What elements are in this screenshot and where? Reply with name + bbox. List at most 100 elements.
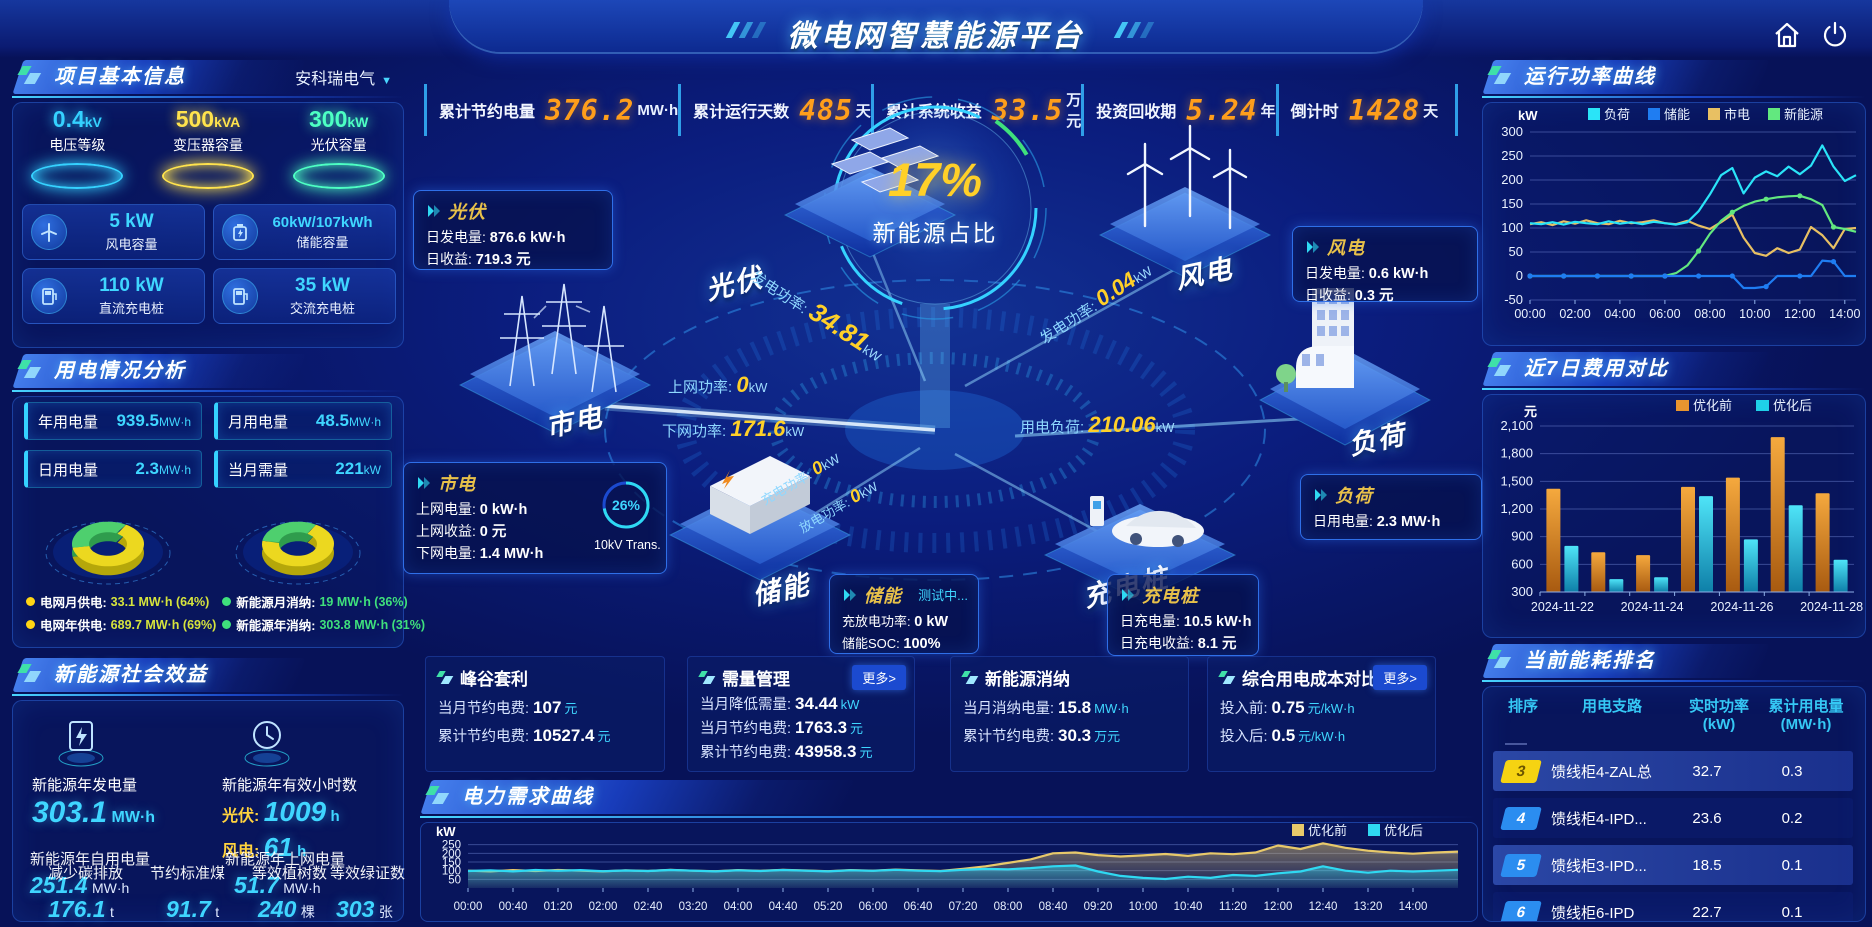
more-button[interactable]: 更多> [852,665,906,690]
svg-text:250: 250 [1501,148,1523,163]
cost-compare-chart: 2,100 1,800 1,500 1,200 900 600 300 元 优化前 优化后 2024… [1484,396,1864,641]
info-box-line: 日收益: 0.3 元 [1305,287,1394,304]
rank-energy: 0.2 [1781,809,1803,827]
svg-text:优化前: 优化前 [1693,398,1732,413]
svg-text:100: 100 [442,866,461,878]
rank-col-header-2: 实时功率 (kW) [1688,698,1749,733]
svg-text:2,100: 2,100 [1500,418,1533,433]
donut-legend: 电网月供电: 33.1 MW·h (64%) 新能源月消纳: 19 MW·h (3… [26,592,425,634]
rank-table-row[interactable]: 5 馈线柜3-IPD... 18.5 0.1 [1493,845,1853,885]
svg-text:10:00: 10:00 [1129,901,1158,913]
home-icon[interactable] [1772,20,1802,50]
svg-text:03:20: 03:20 [679,901,708,913]
legend-dot [26,620,35,629]
legend-label: 新能源月消纳: [236,596,316,610]
chip-label: 月用电量 [228,413,289,431]
draw-power-flow: 下网功率: 171.6kW [662,416,805,441]
card-label: 交流充电桩 [289,301,355,316]
rank-badge: 5 [1500,853,1542,877]
sb-metric-label-1: 减少碳排放 [48,865,124,882]
svg-text:10:40: 10:40 [1174,901,1203,913]
svg-text:负荷: 负荷 [1604,107,1630,122]
kpi-value: 5.24 [1186,93,1258,127]
sb-metric-label-5: 等效绿证数 [330,865,406,882]
metric-line: 当月消纳电量: 15.8 MW·h [963,698,1129,717]
donut-legend-item-2: 电网年供电: 689.7 MW·h (69%) [26,615,216,634]
info-box-header: 充电桩 [1120,582,1246,608]
company-dropdown[interactable]: 安科瑞电气 ▼ [295,71,392,88]
svg-text:kW: kW [1518,108,1538,123]
rank-table-row[interactable]: 6 馈线柜6-IPD 22.7 0.1 [1493,892,1853,921]
storage-node-graphic [668,456,852,581]
power-icon[interactable] [1820,20,1850,50]
rank-badge: 3 [1500,759,1542,783]
energy-flow-diagram [458,96,1432,601]
svg-text:14:00: 14:00 [1399,901,1428,913]
svg-text:12:00: 12:00 [1784,307,1815,321]
capacity-card-3: 35 kW 交流充电桩 [213,268,396,324]
legend-value: 19 MW·h (36%) [319,594,408,609]
kpi-label: 投资回收期 [1096,104,1177,121]
sb-metric-value-0: 251.4 MW·h [30,872,130,898]
social-benefit-title: 新能源社会效益 [54,664,208,686]
svg-text:02:40: 02:40 [634,901,663,913]
card-text: 60kW/107kWh 储能容量 [258,214,387,251]
chevron-right-icon [1122,589,1134,601]
ac-charger-icon [222,278,258,314]
load-power-flow: 用电负荷: 210.06kW [1020,412,1175,437]
spotlight-value: 500kVA [175,106,241,132]
rank-table-row[interactable]: 4 馈线柜4-IPD... 23.6 0.2 [1493,798,1853,838]
card-label: 储能容量 [296,234,349,250]
info-box-header: 风电 [1305,234,1465,260]
info-box-header: 储能 [842,582,966,608]
spotlight-1: 500kVA 变压器容量 [143,106,274,189]
info-box-line: 储能SOC: 100% [842,636,941,652]
svg-text:00:00: 00:00 [1514,307,1545,321]
chevron-right-icon [1307,241,1319,253]
info-box-line: 日收益: 719.3 元 [426,251,531,268]
more-button[interactable]: 更多> [1373,665,1427,690]
rank-energy: 0.1 [1781,856,1803,874]
metric-line: 累计节约电费: 10527.4 元 [438,726,611,745]
metric-line: 当月节约电费: 107 元 [438,698,578,717]
rank-divider [1505,743,1527,745]
spotlight-glow [292,163,385,189]
svg-text:新能源: 新能源 [1784,107,1823,122]
rank-energy: 0.1 [1781,903,1803,921]
capacity-card-2: 110 kW 直流充电桩 [22,268,205,324]
metric-line: 投入前: 0.75 元/kW·h [1220,698,1355,717]
kpi-item-4: 倒计时 1428 天 [1275,84,1458,136]
svg-text:50: 50 [1509,244,1523,259]
usage-stat-chips: 年用电量 939.5MW·h 月用电量 48.5MW·h 日用电量 2.3MW·h 当月需量… [24,402,392,488]
legend-dot [222,597,232,606]
chip-label: 当月需量 [228,461,289,479]
usage-chip-2: 日用电量 2.3MW·h [24,450,202,488]
sb-metric-value-4: 240 棵 [258,896,315,922]
card-text: 35 kW 交流充电桩 [258,275,387,317]
header-curve [449,0,1423,52]
svg-text:2024-11-26: 2024-11-26 [1710,600,1773,614]
title-decoration-right [1113,22,1155,38]
usage-chip-1: 月用电量 48.5MW·h [214,402,392,440]
panel-corner-icon [1487,356,1512,380]
svg-text:元: 元 [1524,404,1537,419]
info-box-line: 日发电量: 0.6 kW·h [1305,265,1429,282]
rank-table-header: 排序 用电支路 实时功率 (kW) 累计用电量 (MW·h) [1497,695,1849,733]
usage-chip-0: 年用电量 939.5MW·h [24,402,202,440]
info-box-header: 市电 [416,470,654,496]
svg-text:300: 300 [1501,124,1523,139]
svg-text:04:40: 04:40 [769,901,798,913]
spotlight-2: 300kW 光伏容量 [273,106,404,189]
svg-text:12:00: 12:00 [1264,901,1293,913]
svg-text:06:00: 06:00 [1649,307,1680,321]
svg-text:250: 250 [442,840,461,852]
svg-text:02:00: 02:00 [1559,307,1590,321]
dc-charger-icon [31,278,67,314]
legend-value: 33.1 MW·h (64%) [110,594,210,609]
chevron-right-icon [418,477,430,489]
kpi-unit: 万元 [1066,92,1082,130]
kpi-unit: 天 [1423,102,1439,120]
chevron-right-icon [1315,489,1327,501]
metric-card-header: 峰谷套利 [436,665,652,690]
rank-table-row[interactable]: 3 馈线柜4-ZAL总 32.7 0.3 [1493,751,1853,791]
